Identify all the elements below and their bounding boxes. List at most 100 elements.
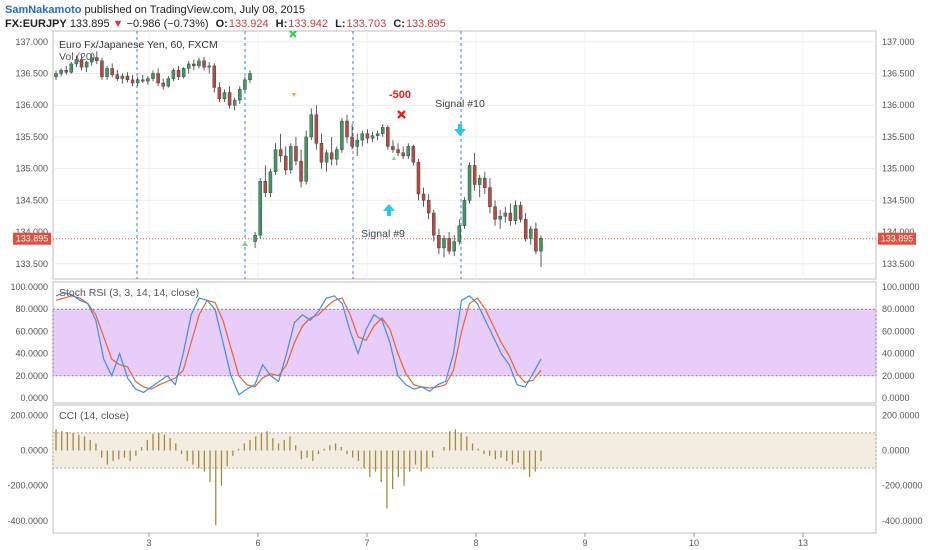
price-tick-label: 133.500 (882, 259, 915, 269)
low-value: 133.703 (346, 18, 387, 30)
candle (289, 143, 293, 174)
candle (268, 168, 273, 198)
candle (493, 200, 497, 226)
candle (391, 140, 395, 153)
open-value: 133.924 (228, 18, 269, 30)
stoch-tick-label: 80.0000 (15, 304, 48, 314)
red-cross-icon (397, 110, 406, 119)
cci-tick-label: 0.0000 (882, 446, 910, 456)
stoch-axis-left: 100.0000 80.0000 60.0000 40.0000 20.0000 0.00… (10, 282, 48, 403)
price-axis-left: 137.000 136.500 136.000 135.500 135.000 134.5… (15, 37, 48, 269)
candle (324, 149, 329, 172)
candle (539, 235, 543, 267)
time-axis: 3 6 7 8 9 10 13 (146, 533, 808, 548)
symbol-name: FX:EURJPY (5, 18, 67, 30)
price-tick-label: 136.500 (882, 68, 915, 78)
candle (284, 146, 288, 175)
candle (452, 235, 456, 257)
price-change: −0.986 (−0.73%) (126, 18, 209, 30)
candle (166, 76, 171, 88)
candle (212, 63, 216, 93)
cci-title: CCI (14, close) (59, 410, 129, 422)
stoch-rsi-pane[interactable]: 100.0000 80.0000 60.0000 40.0000 20.0000 0.00… (10, 281, 920, 404)
candle (227, 86, 232, 109)
price-tick-label: 134.500 (882, 195, 915, 205)
candle (314, 105, 319, 150)
candle (238, 86, 242, 104)
stoch-tick-label: 60.0000 (882, 326, 915, 336)
stoch-tick-label: 0.0000 (20, 393, 48, 403)
candle (120, 73, 125, 84)
open-label: O: (215, 18, 228, 30)
minus-500-label: -500 (389, 89, 411, 101)
candle (345, 114, 349, 144)
cci-band (52, 432, 877, 469)
price-tick-label: 136.000 (882, 100, 915, 110)
candle (156, 68, 160, 87)
candle (360, 130, 365, 147)
candles (54, 51, 543, 267)
candle (54, 70, 58, 80)
candle (411, 144, 416, 166)
high-label: H: (275, 18, 288, 30)
time-tick-label: 13 (798, 538, 808, 548)
candle (421, 187, 426, 207)
candle (141, 74, 145, 84)
candle (483, 171, 487, 195)
candle (442, 235, 446, 258)
candle (74, 55, 79, 68)
candle (381, 124, 385, 137)
stoch-tick-label: 40.0000 (882, 349, 915, 359)
chart-header: SamNakamoto published on TradingView.com… (5, 3, 925, 31)
price-tick-label: 135.500 (882, 132, 915, 142)
price-tick-label: 134.500 (15, 195, 48, 205)
stoch-d-line (55, 295, 542, 390)
candle (135, 76, 140, 87)
price-tick-label: 137.000 (15, 37, 48, 47)
candle (232, 97, 237, 111)
candle (299, 149, 303, 188)
cci-pane-frame (52, 404, 877, 534)
orange-triangle-icon (292, 93, 296, 97)
candle (386, 125, 390, 150)
cci-tick-label: 200.0000 (10, 410, 48, 420)
time-tick-label: 9 (582, 538, 587, 548)
candle (437, 228, 441, 255)
main-grid (53, 31, 876, 279)
candle (426, 194, 431, 220)
stoch-rsi-title: Stoch RSI (3, 3, 14, 14, close) (59, 287, 199, 299)
candle (309, 108, 313, 141)
candle (248, 70, 252, 84)
candle (513, 200, 518, 225)
candle (100, 57, 104, 80)
candle (202, 57, 206, 71)
candle (534, 222, 538, 255)
green-triangle-icon (392, 156, 396, 160)
main-price-pane[interactable]: 137.000 136.500 136.000 135.500 135.000 134.5… (13, 30, 916, 280)
candle (207, 62, 211, 74)
stoch-tick-label: 20.0000 (15, 371, 48, 381)
candle (457, 219, 462, 245)
author-name[interactable]: SamNakamoto (5, 4, 82, 16)
cci-tick-label: -400.0000 (7, 516, 48, 526)
candle (350, 124, 354, 150)
price-tick-label: 134.000 (15, 227, 48, 237)
candle (370, 131, 375, 142)
candle (416, 159, 421, 201)
signal-9-label: Signal #9 (361, 228, 405, 240)
up-signal-arrow-icon (383, 204, 395, 216)
price-tick-label: 135.000 (15, 164, 48, 174)
candle (197, 57, 201, 69)
candle (432, 209, 436, 242)
last-price-tag-right: 133.895 (878, 232, 916, 245)
svg-text:133.895: 133.895 (881, 234, 914, 244)
candle (130, 74, 135, 87)
stoch-tick-label: 20.0000 (882, 371, 915, 381)
candle (472, 152, 477, 191)
candle (498, 209, 502, 229)
cci-bars (55, 429, 542, 526)
stoch-tick-label: 0.0000 (882, 393, 910, 403)
candle (478, 174, 482, 198)
cci-pane[interactable]: 200.0000 0.0000 -200.0000 -400.0000 200.000… (7, 404, 923, 534)
